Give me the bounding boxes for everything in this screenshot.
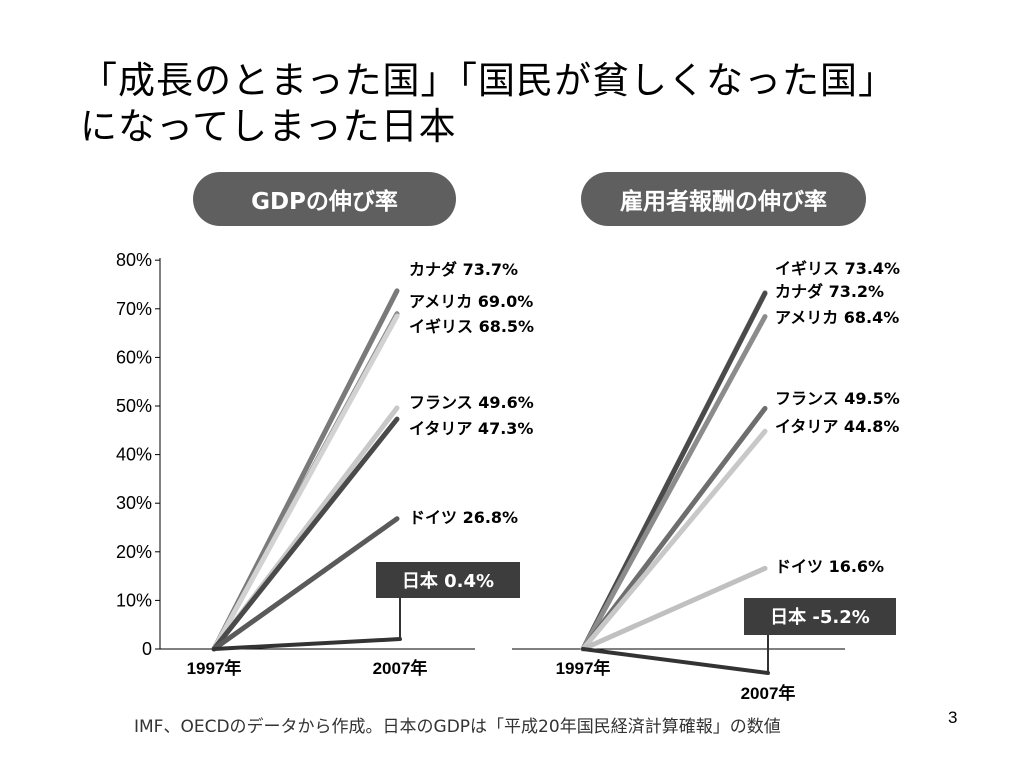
comp-series-line — [580, 428, 768, 652]
gdp-y-tick-label: 30% — [116, 493, 152, 513]
comp-japan-callout — [744, 598, 896, 635]
gdp-y-tick-label: 0 — [142, 639, 152, 659]
gdp-data-label: フランス 49.6% — [409, 393, 534, 412]
gdp-japan-label: 日本 0.4% — [402, 570, 494, 592]
gdp-y-tick-label: 80% — [116, 250, 152, 270]
gdp-y-tick-label: 50% — [116, 396, 152, 416]
comp-series-line — [580, 565, 768, 652]
gdp-y-tick-label: 60% — [116, 347, 152, 367]
page-number: 3 — [948, 708, 958, 727]
comp-series-line — [581, 647, 770, 675]
comp-data-label: アメリカ 68.4% — [775, 308, 899, 327]
comp-data-label: イタリア 44.8% — [775, 417, 899, 436]
gdp-y-tick-label: 20% — [116, 542, 152, 562]
slide-title: 「成長のとまった国」「国民が貧しくなった国」 になってしまった日本 — [80, 58, 980, 150]
source-note: IMF、OECDのデータから作成。日本のGDPは「平成20年国民経済計算確報」の… — [134, 717, 781, 737]
gdp-series-line — [211, 516, 400, 652]
gdp-series-line — [211, 313, 400, 652]
gdp-x-tick-label: 1997年 — [187, 658, 242, 678]
comp-x-tick-label: 2007年 — [741, 683, 796, 703]
comp-data-label: カナダ 73.2% — [775, 282, 884, 301]
comp-japan-label: 日本 -5.2% — [770, 606, 870, 628]
gdp-y-tick-label: 70% — [116, 299, 152, 319]
gdp-data-label: ドイツ 26.8% — [409, 508, 518, 527]
gdp-japan-callout — [376, 562, 520, 598]
comp-data-label: ドイツ 16.6% — [775, 557, 884, 576]
gdp-y-tick-label: 40% — [116, 445, 152, 465]
gdp-data-label: イギリス 68.5% — [409, 317, 534, 336]
comp-data-label: フランス 49.5% — [775, 389, 900, 408]
gdp-data-label: アメリカ 69.0% — [409, 292, 533, 311]
gdp-series-line — [212, 637, 402, 651]
gdp-data-label: カナダ 73.7% — [409, 260, 518, 279]
comp-x-tick-label: 1997年 — [556, 658, 611, 678]
comp-series-line — [580, 314, 768, 652]
gdp-series-line — [211, 416, 400, 652]
slide-title-line1: 「成長のとまった国」「国民が貧しくなった国」 — [80, 59, 897, 102]
gdp-y-tick-label: 10% — [116, 590, 152, 610]
gdp-chart-title: GDPの伸び率 — [193, 172, 456, 226]
gdp-data-label: イタリア 47.3% — [409, 419, 533, 438]
slide-title-line2: になってしまった日本 — [80, 105, 457, 148]
comp-data-label: イギリス 73.4% — [775, 259, 900, 278]
compensation-chart-title: 雇用者報酬の伸び率 — [581, 172, 866, 226]
gdp-x-tick-label: 2007年 — [373, 658, 428, 678]
